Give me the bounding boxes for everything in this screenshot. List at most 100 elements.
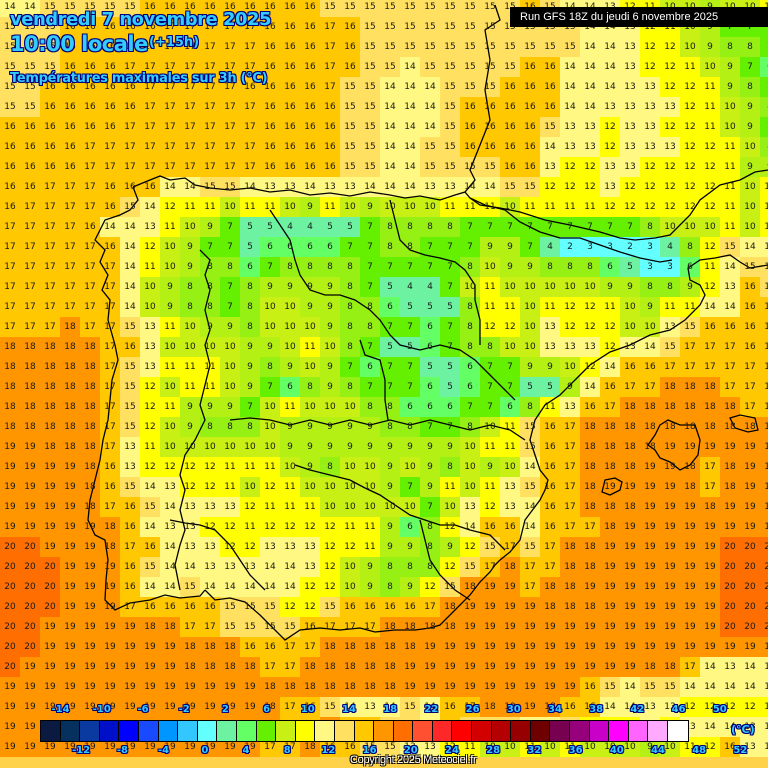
temperature-cell — [460, 117, 480, 137]
temperature-value: 8 — [427, 542, 433, 552]
temperature-value: 16 — [104, 482, 116, 492]
temperature-value: 19 — [84, 562, 96, 572]
temperature-value: 7 — [387, 382, 393, 392]
temperature-value: 18 — [4, 422, 16, 432]
temperature-value: 13 — [544, 342, 556, 352]
temperature-value: 13 — [544, 162, 556, 172]
temperature-value: 13 — [664, 102, 676, 112]
temperature-value: 12 — [324, 522, 336, 532]
temperature-cell — [320, 77, 340, 97]
temperature-cell — [80, 0, 100, 17]
map-title: Températures maximales sur 3h (°C) — [10, 71, 268, 86]
temperature-value: 17 — [104, 502, 116, 512]
temperature-cell — [440, 77, 460, 97]
temperature-cell — [180, 77, 200, 97]
temperature-value: 8 — [247, 422, 253, 432]
temperature-value: 19 — [464, 622, 476, 632]
temperature-value: 19 — [604, 642, 616, 652]
temperature-value: 10 — [584, 282, 596, 292]
temperature-value: 18 — [564, 562, 576, 572]
temperature-value: 20 — [744, 562, 756, 572]
temperature-value: 10 — [384, 502, 396, 512]
temperature-value: 5 — [247, 242, 253, 252]
temperature-value: 9 — [427, 462, 433, 472]
temperature-cell — [120, 0, 140, 17]
temperature-value: 17 — [84, 262, 96, 272]
temperature-value: 18 — [4, 362, 16, 372]
temperature-cell — [700, 177, 720, 197]
temperature-value: 3 — [647, 262, 653, 272]
temperature-cell — [420, 157, 440, 177]
temperature-value: 19 — [444, 642, 456, 652]
temperature-value: 17 — [104, 342, 116, 352]
temperature-value: 19 — [604, 562, 616, 572]
temperature-value: 8 — [467, 422, 473, 432]
temperature-value: 18 — [44, 442, 56, 452]
temperature-cell — [300, 117, 320, 137]
temperature-cell — [380, 0, 400, 17]
temperature-value: 17 — [64, 182, 76, 192]
temperature-value: 18 — [664, 402, 676, 412]
temperature-value: 18 — [64, 322, 76, 332]
temperature-value: 10 — [164, 242, 176, 252]
temperature-value: 17 — [724, 362, 736, 372]
temperature-cell — [280, 77, 300, 97]
temperature-value: 11 — [724, 182, 736, 192]
temperature-value: 8 — [467, 302, 473, 312]
temperature-cell — [760, 57, 768, 77]
temperature-cell — [580, 77, 600, 97]
temperature-value: 10 — [264, 302, 276, 312]
temperature-value: 15 — [464, 2, 476, 12]
temperature-cell — [0, 37, 20, 57]
temperature-value: 15 — [484, 82, 496, 92]
temperature-value: 18 — [604, 502, 616, 512]
temperature-cell — [60, 97, 80, 117]
legend-swatch — [609, 721, 629, 741]
temperature-value: 19 — [764, 522, 768, 532]
temperature-cell — [760, 117, 768, 137]
temperature-value: 9 — [307, 302, 313, 312]
temperature-value: 18 — [684, 382, 696, 392]
temperature-value: 19 — [684, 642, 696, 652]
temperature-cell — [260, 117, 280, 137]
temperature-value: 19 — [604, 662, 616, 672]
temperature-cell — [320, 17, 340, 37]
temperature-value: 14 — [604, 42, 616, 52]
temperature-value: 15 — [464, 22, 476, 32]
temperature-value: 16 — [524, 162, 536, 172]
temperature-value: 14 — [204, 582, 216, 592]
temperature-cell — [240, 197, 260, 217]
temperature-value: 14 — [704, 302, 716, 312]
temperature-value: 17 — [124, 602, 136, 612]
temperature-value: 19 — [664, 562, 676, 572]
temperature-value: 9 — [307, 442, 313, 452]
temperature-value: 15 — [764, 262, 768, 272]
temperature-value: 18 — [584, 422, 596, 432]
temperature-cell — [200, 97, 220, 117]
temperature-value: 7 — [607, 222, 613, 232]
temperature-cell — [120, 117, 140, 137]
temperature-value: 18 — [604, 522, 616, 532]
temperature-value: 7 — [387, 322, 393, 332]
temperature-value: 14 — [544, 142, 556, 152]
temperature-value: 12 — [624, 202, 636, 212]
temperature-value: 15 — [444, 22, 456, 32]
temperature-value: 18 — [544, 582, 556, 592]
temperature-value: 16 — [104, 182, 116, 192]
temperature-value: 11 — [504, 442, 516, 452]
temperature-value: 8 — [367, 402, 373, 412]
temperature-value: 12 — [684, 182, 696, 192]
temperature-value: 18 — [164, 622, 176, 632]
temperature-value: 17 — [544, 542, 556, 552]
temperature-cell — [540, 37, 560, 57]
temperature-value: 18 — [84, 362, 96, 372]
temperature-value: 7 — [760, 122, 768, 132]
temperature-cell — [260, 137, 280, 157]
temperature-value: 8 — [647, 222, 653, 232]
temperature-value: 7 — [447, 242, 453, 252]
temperature-value: 10 — [224, 202, 236, 212]
temperature-value: 10 — [364, 502, 376, 512]
temperature-cell — [500, 57, 520, 77]
temperature-value: 11 — [244, 202, 256, 212]
temperature-value: 17 — [104, 382, 116, 392]
